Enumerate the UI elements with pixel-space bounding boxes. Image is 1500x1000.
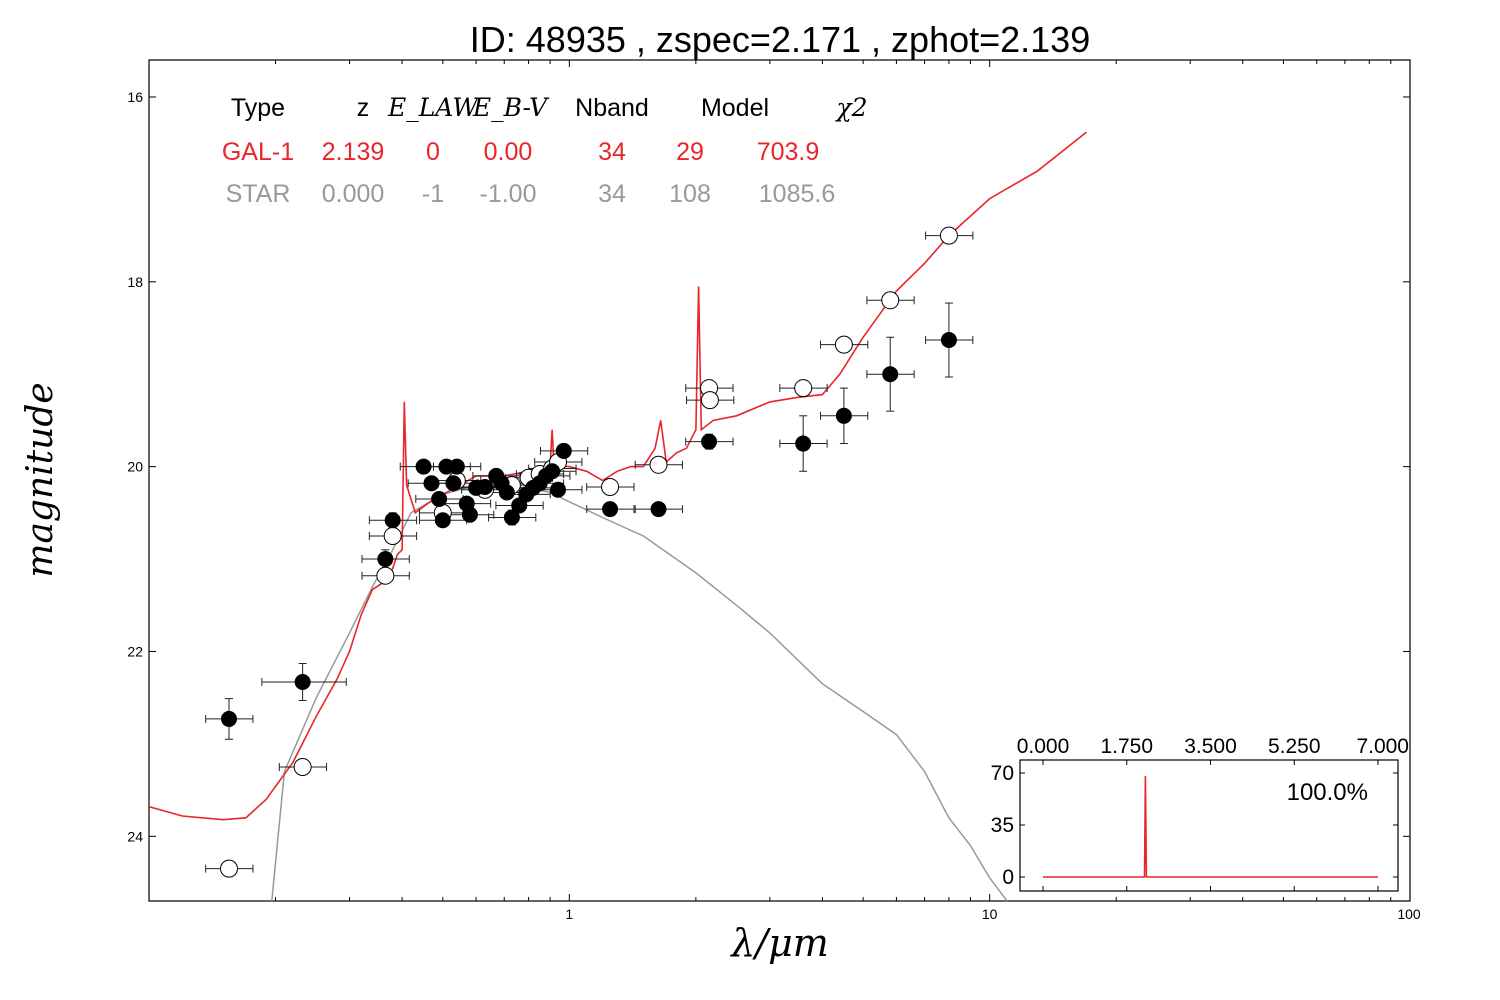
legend-cell: 108 xyxy=(669,180,711,208)
star-model-line xyxy=(271,484,1008,901)
legend-cell: -1 xyxy=(422,180,444,208)
filled-point xyxy=(445,475,462,492)
open-point xyxy=(601,477,620,496)
legend-cell: -1.00 xyxy=(480,180,537,208)
model-magnitude-points xyxy=(220,226,958,878)
filled-point xyxy=(476,478,493,495)
plot-frame xyxy=(148,59,1411,902)
open-point xyxy=(794,379,813,398)
inset-pdf-curve xyxy=(1043,775,1378,878)
legend-cell: 2.139 xyxy=(322,138,385,166)
inset-x-axis: 0.000 1.750 3.500 5.250 7.000 xyxy=(1017,735,1409,891)
filled-point xyxy=(384,512,401,529)
y-tick-label: 22 xyxy=(127,643,143,659)
x-tick-label: 1 xyxy=(565,906,573,922)
inset-x-tick-label: 0.000 xyxy=(1017,735,1070,758)
filled-point xyxy=(882,366,899,383)
open-point xyxy=(881,291,900,310)
legend-header: Nband xyxy=(575,94,649,122)
inset-x-tick-label: 1.750 xyxy=(1100,735,1153,758)
legend-cell: STAR xyxy=(226,180,291,208)
x-tick-label: 100 xyxy=(1397,906,1421,922)
error-bars xyxy=(205,231,974,873)
filled-point xyxy=(795,435,812,452)
legend-cell: 34 xyxy=(598,180,626,208)
legend-header: z xyxy=(357,94,370,122)
inset-y-tick-label: 35 xyxy=(991,814,1014,837)
legend-cell: 29 xyxy=(676,138,704,166)
legend-cell: GAL-1 xyxy=(222,138,294,166)
open-point xyxy=(376,566,395,585)
y-axis-label: magnitude xyxy=(20,382,61,577)
filled-point xyxy=(434,512,451,529)
open-point xyxy=(293,757,312,776)
open-point xyxy=(834,335,853,354)
inset-x-tick-label: 3.500 xyxy=(1184,735,1237,758)
y-tick-label: 16 xyxy=(127,89,143,105)
filled-point xyxy=(503,509,520,526)
x-axis: 1 10 100 xyxy=(275,60,1421,922)
legend-header: χ2 xyxy=(834,93,867,122)
filled-point xyxy=(544,463,561,480)
inset-x-tick-label: 5.250 xyxy=(1268,735,1321,758)
legend-cell: 0 xyxy=(426,138,440,166)
filled-point xyxy=(423,475,440,492)
y-tick-label: 24 xyxy=(127,828,143,844)
y-axis: 16 18 20 22 24 xyxy=(127,89,1410,844)
filled-point xyxy=(415,458,432,475)
legend-cell: 1085.6 xyxy=(759,180,835,208)
inset-y-tick-label: 0 xyxy=(1002,866,1014,889)
legend-header: E_B-V xyxy=(472,93,550,122)
filled-point xyxy=(461,506,478,523)
inset-x-tick-label: 7.000 xyxy=(1356,735,1409,758)
filled-point xyxy=(294,673,311,690)
legend-cell: 0.00 xyxy=(484,138,533,166)
legend-header: Type xyxy=(231,94,285,122)
observed-magnitude-points xyxy=(221,332,957,727)
inset-caption: 100.0% xyxy=(1287,779,1368,806)
open-point xyxy=(649,455,668,474)
open-point xyxy=(383,526,402,545)
filled-point xyxy=(448,458,465,475)
filled-point xyxy=(555,442,572,459)
filled-point xyxy=(701,433,718,450)
x-tick-label: 10 xyxy=(982,906,998,922)
x-axis-label: λ/μm xyxy=(729,921,829,965)
open-point xyxy=(700,391,719,410)
inset-pdf-line xyxy=(1043,775,1378,878)
filled-point xyxy=(221,710,238,727)
legend-cell: 703.9 xyxy=(757,138,820,166)
legend-cell: 34 xyxy=(598,138,626,166)
filled-point xyxy=(550,481,567,498)
filled-point xyxy=(835,407,852,424)
open-point xyxy=(220,859,239,878)
open-point xyxy=(939,226,958,245)
inset-y-tick-label: 70 xyxy=(991,762,1014,785)
legend-header: Model xyxy=(701,94,769,122)
y-tick-label: 20 xyxy=(127,459,143,475)
filled-point xyxy=(431,490,448,507)
chart-title: ID: 48935 , zspec=2.171 , zphot=2.139 xyxy=(470,19,1090,60)
inset-y-axis: 0 35 70 xyxy=(991,762,1398,889)
y-tick-label: 18 xyxy=(127,274,143,290)
legend-cell: 0.000 xyxy=(322,180,385,208)
filled-point xyxy=(498,484,515,501)
inset-frame xyxy=(1019,759,1399,892)
filled-point xyxy=(650,501,667,518)
filled-point xyxy=(602,501,619,518)
filled-point xyxy=(940,332,957,349)
star-model-curve xyxy=(271,484,1008,901)
filled-point xyxy=(377,551,394,568)
legend-header: E_LAW xyxy=(387,93,480,122)
